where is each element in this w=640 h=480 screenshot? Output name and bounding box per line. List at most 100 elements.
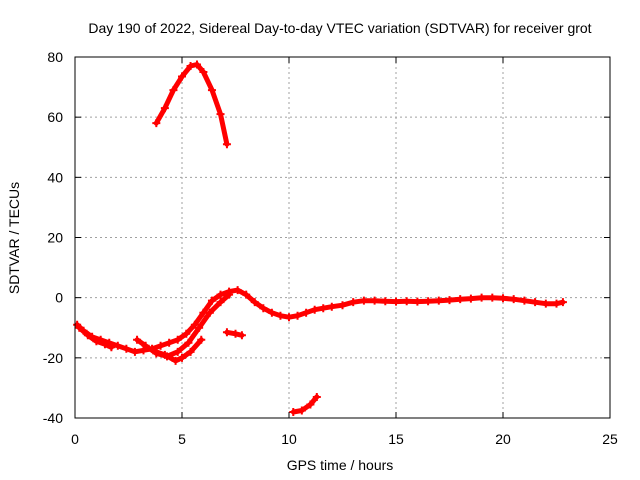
data-point [113, 341, 122, 350]
grid-lines [75, 57, 610, 418]
data-point [276, 311, 285, 320]
data-point [92, 337, 101, 346]
data-point [216, 298, 225, 307]
data-point [338, 301, 347, 310]
chart-title: Day 190 of 2022, Sidereal Day-to-day VTE… [88, 20, 591, 36]
data-series [73, 60, 567, 416]
data-point [558, 298, 567, 307]
data-point [250, 298, 259, 307]
data-point [152, 347, 161, 356]
data-point [392, 297, 400, 306]
data-point [293, 311, 302, 320]
data-point [216, 290, 225, 299]
data-point [186, 347, 195, 356]
y-tick-label: -40 [43, 410, 63, 426]
data-point [216, 110, 225, 119]
data-point [359, 296, 368, 305]
data-point [488, 293, 497, 302]
data-point [100, 340, 109, 349]
data-point [297, 406, 306, 415]
data-point [312, 392, 321, 401]
data-point [141, 341, 150, 350]
data-point [178, 72, 186, 81]
data-point [75, 323, 84, 332]
data-point [237, 331, 246, 340]
data-point [225, 290, 234, 299]
data-point [509, 295, 518, 304]
data-point [222, 328, 231, 337]
data-point [186, 62, 195, 71]
data-point [152, 119, 161, 128]
data-point [531, 298, 540, 307]
data-point [122, 344, 131, 353]
series-arc-lower-c [152, 335, 206, 365]
x-tick-label: 15 [388, 431, 404, 447]
data-point [173, 347, 182, 356]
series-line-arc-high [153, 62, 230, 147]
data-point [130, 347, 139, 356]
data-point [139, 346, 148, 355]
data-point [83, 331, 92, 340]
data-point [178, 353, 186, 362]
data-point [381, 297, 390, 306]
x-axis-label: GPS time / hours [287, 457, 394, 473]
data-point [190, 320, 199, 329]
data-point [289, 407, 298, 416]
y-tick-label: 80 [47, 49, 63, 65]
data-point [310, 305, 319, 314]
y-tick-label: 0 [55, 290, 63, 306]
x-tick-label: 20 [495, 431, 511, 447]
data-point [327, 302, 336, 311]
data-point [424, 297, 433, 306]
data-point [165, 338, 174, 347]
data-point [156, 341, 165, 350]
data-point [160, 350, 169, 359]
x-tick-label: 5 [178, 431, 186, 447]
x-tick-label: 25 [602, 431, 618, 447]
data-point [302, 308, 311, 317]
data-point [107, 343, 116, 352]
data-point [552, 299, 561, 308]
data-point [233, 286, 242, 295]
data-point [207, 86, 216, 95]
series-arc-lower-a [75, 323, 116, 352]
data-point [477, 293, 486, 302]
series-arc-short-a [222, 328, 246, 340]
data-point [349, 298, 358, 307]
data-point [466, 294, 475, 303]
series-arc-high [152, 60, 231, 149]
y-tick-labels: -40 -20 0 20 40 60 80 [43, 49, 610, 426]
data-point [306, 400, 315, 409]
y-tick-label: -20 [43, 350, 63, 366]
data-point [182, 329, 191, 338]
series-line-arc-short-b [290, 394, 320, 415]
series-arc-short-b [289, 392, 321, 416]
data-point [445, 296, 454, 305]
series-line-arc-lower-b [134, 292, 232, 359]
data-point [199, 68, 208, 77]
series-line-arc-main [74, 287, 566, 355]
data-point [133, 335, 142, 344]
data-point [173, 335, 182, 344]
data-point [192, 60, 201, 69]
data-point [267, 308, 276, 317]
y-tick-label: 60 [47, 109, 63, 125]
data-point [205, 308, 214, 317]
series-arc-lower-b [133, 290, 234, 361]
x-tick-labels: 0 5 10 15 20 25 [71, 57, 618, 447]
data-point [207, 296, 216, 305]
x-tick-label: 10 [281, 431, 297, 447]
data-point [222, 140, 231, 149]
data-point [259, 304, 268, 313]
y-tick-label: 20 [47, 230, 63, 246]
data-point [184, 338, 193, 347]
data-point [434, 296, 443, 305]
x-tick-label: 0 [71, 431, 79, 447]
y-tick-label: 40 [47, 169, 63, 185]
data-point [456, 295, 465, 304]
data-point [197, 335, 206, 344]
data-point [370, 296, 379, 305]
data-point [231, 329, 240, 338]
